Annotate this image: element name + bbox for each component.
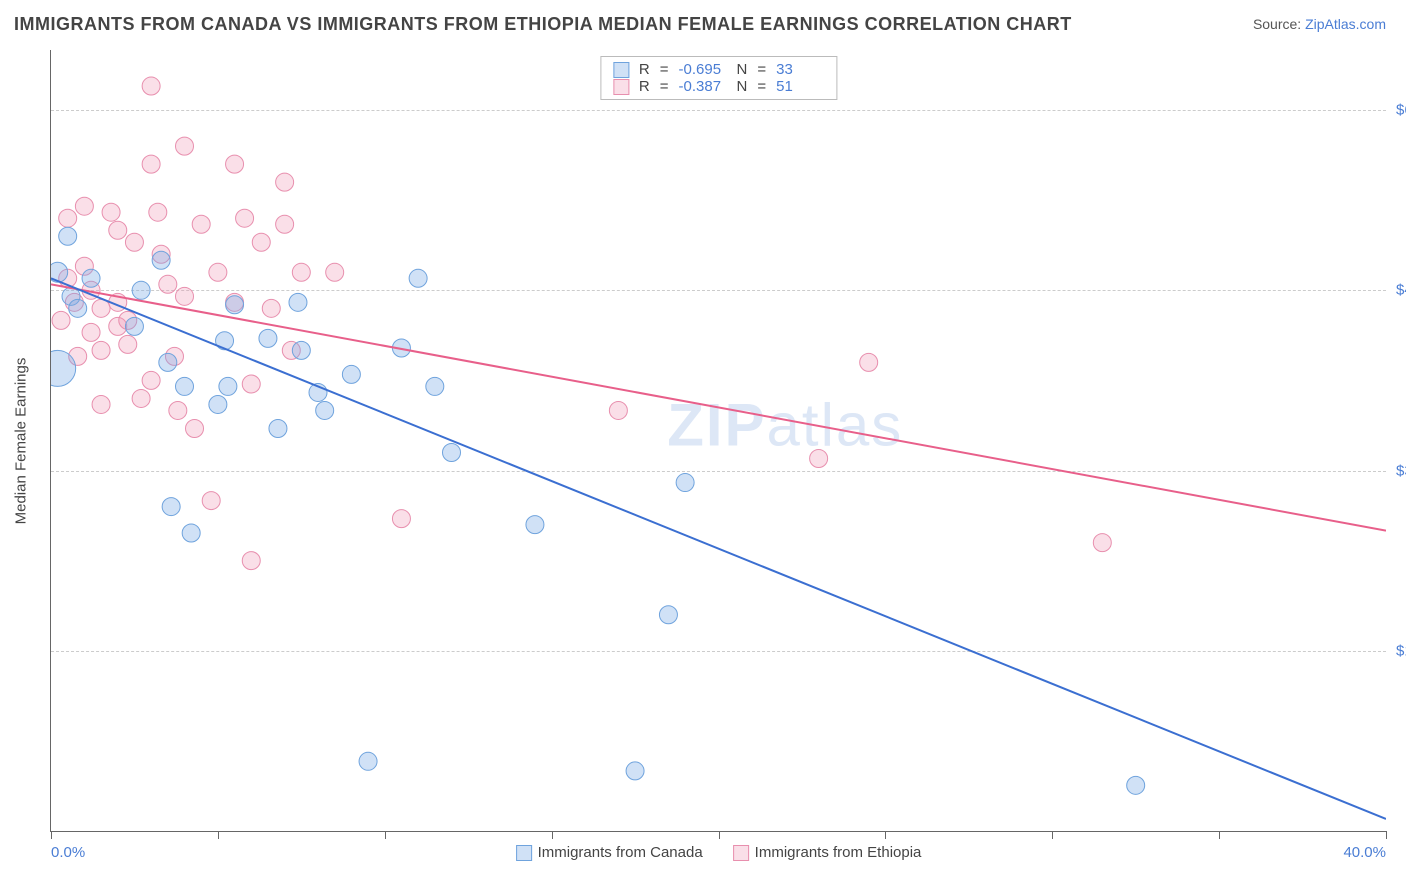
x-tick: [1219, 831, 1220, 839]
y-axis-label: Median Female Earnings: [13, 357, 30, 524]
x-tick: [385, 831, 386, 839]
page-title: IMMIGRANTS FROM CANADA VS IMMIGRANTS FRO…: [14, 14, 1072, 35]
y-tick-label: $45,000: [1396, 282, 1406, 299]
legend-item-canada: Immigrants from Canada: [516, 844, 703, 861]
legend-row-ethiopia: R = -0.387 N = 51: [613, 78, 824, 95]
x-tick: [552, 831, 553, 839]
x-tick: [51, 831, 52, 839]
x-axis-min-label: 0.0%: [51, 844, 85, 861]
source-credit: Source: ZipAtlas.com: [1253, 16, 1386, 32]
x-tick: [885, 831, 886, 839]
source-prefix: Source:: [1253, 16, 1305, 32]
y-tick-label: $15,000: [1396, 642, 1406, 659]
swatch-canada-icon: [516, 845, 532, 861]
x-tick: [719, 831, 720, 839]
chart-area: Median Female Earnings 0.0% 40.0% ZIPatl…: [50, 50, 1386, 832]
correlation-legend: R = -0.695 N = 33 R = -0.387 N = 51: [600, 56, 837, 100]
swatch-ethiopia-icon: [613, 79, 629, 95]
source-link[interactable]: ZipAtlas.com: [1305, 16, 1386, 32]
x-tick: [218, 831, 219, 839]
swatch-ethiopia-icon: [733, 845, 749, 861]
y-tick-label: $30,000: [1396, 462, 1406, 479]
legend-row-canada: R = -0.695 N = 33: [613, 61, 824, 78]
series-legend: Immigrants from Canada Immigrants from E…: [516, 844, 922, 861]
x-axis-max-label: 40.0%: [1343, 844, 1386, 861]
scatter-plot: [51, 50, 1386, 831]
y-tick-label: $60,000: [1396, 102, 1406, 119]
legend-item-ethiopia: Immigrants from Ethiopia: [733, 844, 922, 861]
x-tick: [1052, 831, 1053, 839]
swatch-canada-icon: [613, 62, 629, 78]
x-tick: [1386, 831, 1387, 839]
